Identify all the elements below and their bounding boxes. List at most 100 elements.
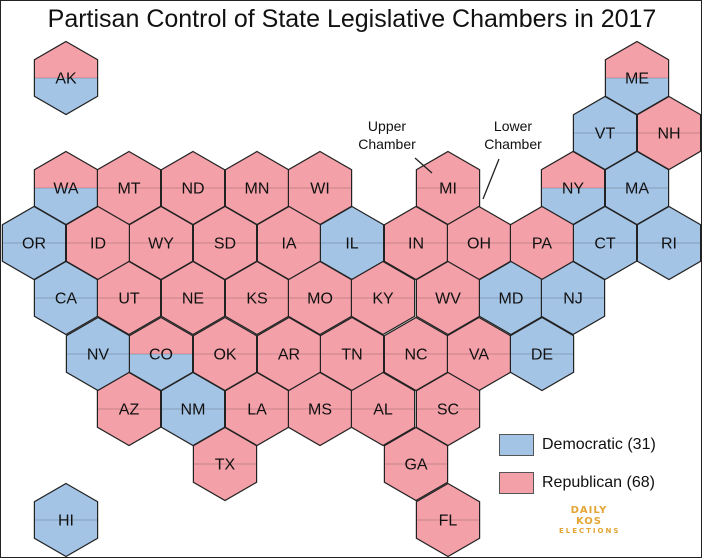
hex-outline	[96, 260, 162, 336]
lower-callout-line	[482, 158, 500, 200]
hex-outline	[383, 426, 449, 502]
hex-outline	[636, 205, 701, 281]
hex-outline	[33, 40, 99, 116]
lower-chamber-callout: Lower Chamber	[484, 118, 542, 152]
state-hex-ky: KY	[350, 260, 416, 336]
state-hex-az: AZ	[96, 371, 162, 447]
democratic-swatch	[499, 434, 534, 456]
state-label-fl: FL	[439, 513, 458, 530]
state-label-nh: NH	[657, 126, 680, 143]
state-label-ny: NY	[562, 181, 585, 198]
state-label-or: OR	[22, 236, 46, 253]
state-hex-ms: MS	[287, 371, 353, 447]
logo-line1: DAILY KOS	[570, 505, 608, 527]
state-label-nc: NC	[404, 347, 427, 364]
state-hex-ga: GA	[383, 426, 449, 502]
state-label-ma: MA	[625, 181, 649, 198]
state-label-wv: WV	[435, 291, 461, 308]
state-label-sd: SD	[214, 236, 236, 253]
hex-outline	[192, 426, 258, 502]
hex-outline	[415, 482, 481, 557]
hex-outline	[509, 316, 575, 392]
state-label-co: CO	[149, 347, 173, 364]
state-label-sc: SC	[437, 402, 459, 419]
state-hex-md: MD	[478, 260, 544, 336]
hex-outline	[350, 371, 416, 447]
state-hex-nj: NJ	[540, 260, 606, 336]
state-hex-ak: AK	[33, 40, 99, 116]
state-label-wi: WI	[310, 181, 330, 198]
state-label-ga: GA	[404, 457, 427, 474]
state-label-nv: NV	[87, 347, 110, 364]
state-label-vt: VT	[595, 126, 616, 143]
state-hex-mi: MI	[415, 150, 481, 226]
state-label-mi: MI	[439, 181, 457, 198]
state-label-in: IN	[408, 236, 424, 253]
state-label-al: AL	[373, 402, 393, 419]
state-label-la: LA	[247, 402, 267, 419]
state-label-nm: NM	[181, 402, 206, 419]
state-label-tn: TN	[341, 347, 362, 364]
state-label-mn: MN	[245, 181, 270, 198]
state-label-oh: OH	[467, 236, 491, 253]
state-label-ar: AR	[278, 347, 300, 364]
state-label-nd: ND	[181, 181, 204, 198]
state-label-mo: MO	[307, 291, 333, 308]
hex-outline	[350, 260, 416, 336]
hex-outline	[540, 260, 606, 336]
state-hex-mo: MO	[287, 260, 353, 336]
state-hex-ne: NE	[160, 260, 226, 336]
hex-outline	[96, 371, 162, 447]
state-hex-hi: HI	[33, 482, 99, 557]
hex-outline	[160, 260, 226, 336]
state-label-ok: OK	[213, 347, 236, 364]
hex-outline	[33, 482, 99, 557]
state-hex-fl: FL	[415, 482, 481, 557]
legend-item-democratic: Democratic (31)	[499, 432, 656, 458]
state-hex-or: OR	[1, 205, 67, 281]
state-label-az: AZ	[119, 402, 140, 419]
state-label-md: MD	[499, 291, 524, 308]
state-hex-va: VA	[446, 316, 512, 392]
state-label-pa: PA	[532, 236, 552, 253]
state-label-ut: UT	[118, 291, 140, 308]
upper-chamber-callout: Upper Chamber	[358, 118, 416, 152]
state-hex-ut: UT	[96, 260, 162, 336]
state-label-ky: KY	[372, 291, 394, 308]
state-label-nj: NJ	[563, 291, 583, 308]
legend-label-democratic: Democratic (31)	[542, 436, 656, 453]
state-label-hi: HI	[58, 513, 74, 530]
state-label-ks: KS	[246, 291, 267, 308]
state-label-mt: MT	[117, 181, 140, 198]
state-label-tx: TX	[215, 457, 236, 474]
state-label-wy: WY	[148, 236, 174, 253]
state-label-me: ME	[625, 71, 649, 88]
upper-callout-line	[414, 157, 433, 174]
state-label-ak: AK	[55, 71, 77, 88]
state-hex-ri: RI	[636, 205, 701, 281]
republican-swatch	[499, 472, 534, 494]
state-label-ne: NE	[182, 291, 204, 308]
logo-line2: ELECTIONS	[559, 527, 621, 535]
state-hex-de: DE	[509, 316, 575, 392]
state-label-ri: RI	[661, 236, 677, 253]
state-label-wa: WA	[53, 181, 79, 198]
state-label-ms: MS	[308, 402, 332, 419]
legend-label-republican: Republican (68)	[542, 474, 655, 491]
state-label-de: DE	[531, 347, 553, 364]
daily-kos-logo: DAILY KOS ELECTIONS	[559, 505, 619, 536]
state-label-id: ID	[90, 236, 106, 253]
state-hex-wv: WV	[415, 260, 481, 336]
state-label-ia: IA	[281, 236, 296, 253]
state-hex-ks: KS	[224, 260, 290, 336]
page-title: Partisan Control of State Legislative Ch…	[47, 5, 657, 33]
legend-item-republican: Republican (68)	[499, 470, 656, 496]
state-label-va: VA	[469, 347, 489, 364]
state-label-il: IL	[345, 236, 358, 253]
legend: Democratic (31) Republican (68)	[499, 432, 656, 508]
state-hex-al: AL	[350, 371, 416, 447]
state-hex-ca: CA	[33, 260, 99, 336]
state-hex-tx: TX	[192, 426, 258, 502]
